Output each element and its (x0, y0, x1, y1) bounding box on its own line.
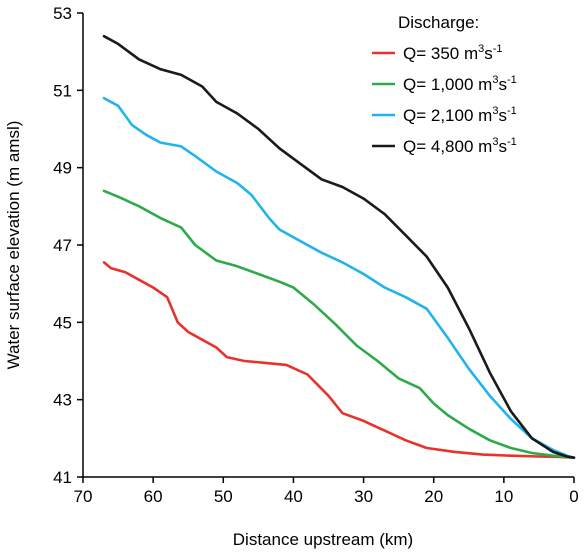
legend-label-sup: -1 (507, 105, 517, 117)
series-line-2 (102, 96, 576, 460)
legend-label-sup: -1 (493, 43, 503, 55)
legend-label: Q= 350 m3s-1 (403, 43, 503, 63)
y-tick-label: 41 (53, 468, 72, 487)
legend-label: Q= 2,100 m3s-1 (403, 105, 517, 125)
x-tick-label: 0 (569, 487, 578, 506)
legend-label-sup: -1 (507, 136, 517, 148)
legend-label: Q= 1,000 m3s-1 (403, 74, 517, 94)
legend-label-sup: 3 (492, 105, 498, 117)
y-tick-label: 53 (53, 4, 72, 23)
y-tick-label: 51 (53, 81, 72, 100)
legend-label-sup: 3 (492, 136, 498, 148)
x-tick-label: 10 (494, 487, 513, 506)
series-line-0 (102, 261, 576, 460)
legend-label-text: Q= 2,100 m (403, 106, 492, 125)
x-tick-label: 60 (144, 487, 163, 506)
y-tick-label: 47 (53, 236, 72, 255)
legend-label-text: Q= 350 m (403, 44, 478, 63)
legend-label-text: s (498, 137, 507, 156)
y-axis-ticks: 41 43 45 47 49 51 53 (53, 4, 83, 487)
y-axis-label: Water surface elevation (m amsl) (4, 121, 23, 370)
legend-label-text: Q= 1,000 m (403, 75, 492, 94)
legend-label-sup: 3 (492, 74, 498, 86)
series-line-1 (102, 189, 576, 460)
x-axis-ticks: 70 60 50 40 30 20 10 0 (74, 477, 579, 506)
legend-label-text: s (498, 106, 507, 125)
legend: Discharge: Q= 350 m3s-1Q= 1,000 m3s-1Q= … (372, 13, 517, 156)
x-tick-label: 70 (74, 487, 93, 506)
series-line-3 (102, 34, 576, 460)
y-tick-label: 49 (53, 159, 72, 178)
legend-items: Q= 350 m3s-1Q= 1,000 m3s-1Q= 2,100 m3s-1… (372, 43, 517, 156)
x-tick-label: 20 (424, 487, 443, 506)
series-layer (102, 34, 576, 460)
legend-label-sup: 3 (478, 43, 484, 55)
x-tick-label: 30 (354, 487, 373, 506)
legend-label: Q= 4,800 m3s-1 (403, 136, 517, 156)
legend-label-text: s (484, 44, 493, 63)
legend-label-text: Q= 4,800 m (403, 137, 492, 156)
plot-area: 70 60 50 40 30 20 10 0 41 43 45 47 49 51 53 (53, 4, 579, 506)
x-tick-label: 50 (214, 487, 233, 506)
x-tick-label: 40 (284, 487, 303, 506)
legend-title: Discharge: (398, 13, 479, 32)
legend-label-text: s (498, 75, 507, 94)
y-tick-label: 45 (53, 313, 72, 332)
legend-label-sup: -1 (507, 74, 517, 86)
x-axis-label: Distance upstream (km) (233, 530, 413, 549)
y-tick-label: 43 (53, 391, 72, 410)
